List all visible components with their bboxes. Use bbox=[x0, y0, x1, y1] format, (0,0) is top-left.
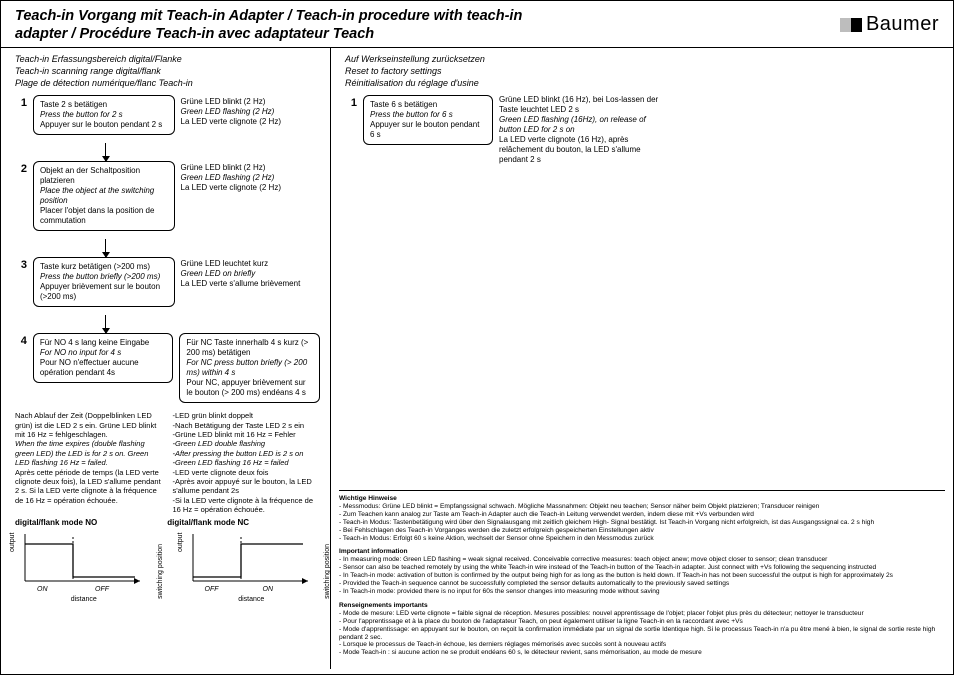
notes-line: - In Teach-in mode: activation of button… bbox=[339, 572, 945, 580]
connector-arrow-icon bbox=[105, 315, 320, 333]
chart-nc-line bbox=[193, 544, 303, 577]
page: Teach-in Vorgang mit Teach-in Adapter / … bbox=[1, 1, 953, 674]
right-section-title: Auf Werkseinstellung zurücksetzenReset t… bbox=[345, 54, 943, 89]
notes-heading: Important information bbox=[339, 548, 945, 556]
step-box: Objekt an der Schaltposition platzierenP… bbox=[33, 161, 175, 231]
chart-nc: output switching position OFF ON distanc… bbox=[183, 529, 321, 599]
notes-line: - In measuring mode: Green LED flashing … bbox=[339, 556, 945, 564]
notes-line: - Messmodus: Grüne LED blinkt = Empfangs… bbox=[339, 503, 945, 511]
brand-logo-icon bbox=[840, 18, 862, 32]
notes-line: - Lorsque le processus de Teach-in échou… bbox=[339, 641, 945, 649]
notes-line: - Mode Teach-in : si aucune action ne se… bbox=[339, 649, 945, 657]
notes-line: - Mode de mesure: LED verte clignote = f… bbox=[339, 610, 945, 618]
chart-no-line bbox=[25, 544, 135, 577]
chart-on: ON bbox=[263, 586, 274, 593]
notes-line: - Mode d'apprentissage: en appuyant sur … bbox=[339, 626, 945, 642]
result-left: Nach Ablauf der Zeit (Doppelblinken LED … bbox=[15, 411, 163, 514]
chart-off: OFF bbox=[205, 586, 219, 593]
connector-arrow-icon bbox=[105, 143, 320, 161]
chart-off: OFF bbox=[95, 586, 109, 593]
notes-line: - Teach-in Modus: Tastenbetätigung wird … bbox=[339, 519, 945, 527]
right-step-box: Taste 6 s betätigenPress the button for … bbox=[363, 95, 493, 145]
left-section-title: Teach-in Erfassungsbereich digital/Flank… bbox=[15, 54, 320, 89]
notes-heading: Renseignements importants bbox=[339, 602, 945, 610]
right-step-row: 1 Taste 6 s betätigenPress the button fo… bbox=[345, 95, 943, 165]
mode-labels: digital/flank mode NO digital/flank mode… bbox=[15, 518, 320, 527]
notes-line: - In Teach-in mode: provided there is no… bbox=[339, 588, 945, 596]
chart-side-label: switching position bbox=[324, 544, 331, 599]
right-step-side: Grüne LED blinkt (16 Hz), bei Los-lassen… bbox=[499, 95, 659, 165]
step-number: 1 bbox=[15, 95, 27, 109]
step-side: Grüne LED blinkt (2 Hz)Green LED flashin… bbox=[181, 95, 321, 127]
brand-name: Baumer bbox=[866, 13, 939, 36]
notes: Wichtige Hinweise- Messmodus: Grüne LED … bbox=[339, 490, 945, 663]
header: Teach-in Vorgang mit Teach-in Adapter / … bbox=[1, 1, 953, 48]
chart-side-label: switching position bbox=[157, 544, 164, 599]
step-box: Taste 2 s betätigenPress the button for … bbox=[33, 95, 175, 135]
notes-block: Important information- In measuring mode… bbox=[339, 548, 945, 595]
notes-line: - Zum Teachen kann analog zur Taste am T… bbox=[339, 511, 945, 519]
step-row: 4 Für NO 4 s lang keine EingabeFor NO no … bbox=[15, 333, 320, 403]
notes-line: - Bei Fehlschlagen des Teach-in Vorgange… bbox=[339, 527, 945, 535]
step-number: 3 bbox=[15, 257, 27, 271]
result-right: -LED grün blinkt doppelt-Nach Betätigung… bbox=[173, 411, 321, 514]
page-title: Teach-in Vorgang mit Teach-in Adapter / … bbox=[15, 7, 575, 43]
charts: output switching position ON OFF distanc… bbox=[15, 529, 320, 599]
notes-block: Wichtige Hinweise- Messmodus: Grüne LED … bbox=[339, 495, 945, 542]
right-step-num: 1 bbox=[345, 95, 357, 109]
notes-line: - Provided the Teach-in sequence cannot … bbox=[339, 580, 945, 588]
chart-ylabel: output bbox=[9, 533, 16, 552]
notes-line: - Teach-in Modus: Erfolgt 60 s keine Akt… bbox=[339, 535, 945, 543]
step-box: Für NO 4 s lang keine EingabeFor NO no i… bbox=[33, 333, 174, 383]
step-number: 2 bbox=[15, 161, 27, 175]
mode-label-no: digital/flank mode NO bbox=[15, 518, 97, 527]
connector-arrow-icon bbox=[105, 239, 320, 257]
notes-heading: Wichtige Hinweise bbox=[339, 495, 945, 503]
step-row: 3 Taste kurz betätigen (>200 ms)Press the… bbox=[15, 257, 320, 307]
step-number: 4 bbox=[15, 333, 27, 347]
notes-line: - Sensor can also be teached remotely by… bbox=[339, 564, 945, 572]
chart-nc-svg bbox=[183, 529, 313, 589]
result-block: Nach Ablauf der Zeit (Doppelblinken LED … bbox=[15, 411, 320, 514]
mode-label-nc: digital/flank mode NC bbox=[167, 518, 249, 527]
notes-line: - Pour l'apprentissage et à la place du … bbox=[339, 618, 945, 626]
step-side: Grüne LED blinkt (2 Hz)Green LED flashin… bbox=[181, 161, 321, 193]
content: Teach-in Erfassungsbereich digital/Flank… bbox=[1, 48, 953, 669]
chart-on: ON bbox=[37, 586, 48, 593]
notes-block: Renseignements importants- Mode de mesur… bbox=[339, 602, 945, 657]
chart-xlabel: distance bbox=[238, 596, 264, 603]
chart-ylabel: output bbox=[177, 533, 184, 552]
step-side: Grüne LED leuchtet kurzGreen LED on brie… bbox=[181, 257, 321, 289]
step-side-box: Für NC Taste innerhalb 4 s kurz (> 200 m… bbox=[179, 333, 320, 403]
step-row: 2 Objekt an der Schaltposition platzieren… bbox=[15, 161, 320, 231]
right-column: Auf Werkseinstellung zurücksetzenReset t… bbox=[331, 48, 953, 669]
left-column: Teach-in Erfassungsbereich digital/Flank… bbox=[1, 48, 331, 669]
step-box: Taste kurz betätigen (>200 ms)Press the … bbox=[33, 257, 175, 307]
step-row: 1 Taste 2 s betätigenPress the button for… bbox=[15, 95, 320, 135]
chart-no-svg bbox=[15, 529, 145, 589]
chart-xlabel: distance bbox=[71, 596, 97, 603]
chart-no: output switching position ON OFF distanc… bbox=[15, 529, 153, 599]
brand: Baumer bbox=[840, 7, 939, 36]
left-steps: 1 Taste 2 s betätigenPress the button for… bbox=[15, 95, 320, 403]
